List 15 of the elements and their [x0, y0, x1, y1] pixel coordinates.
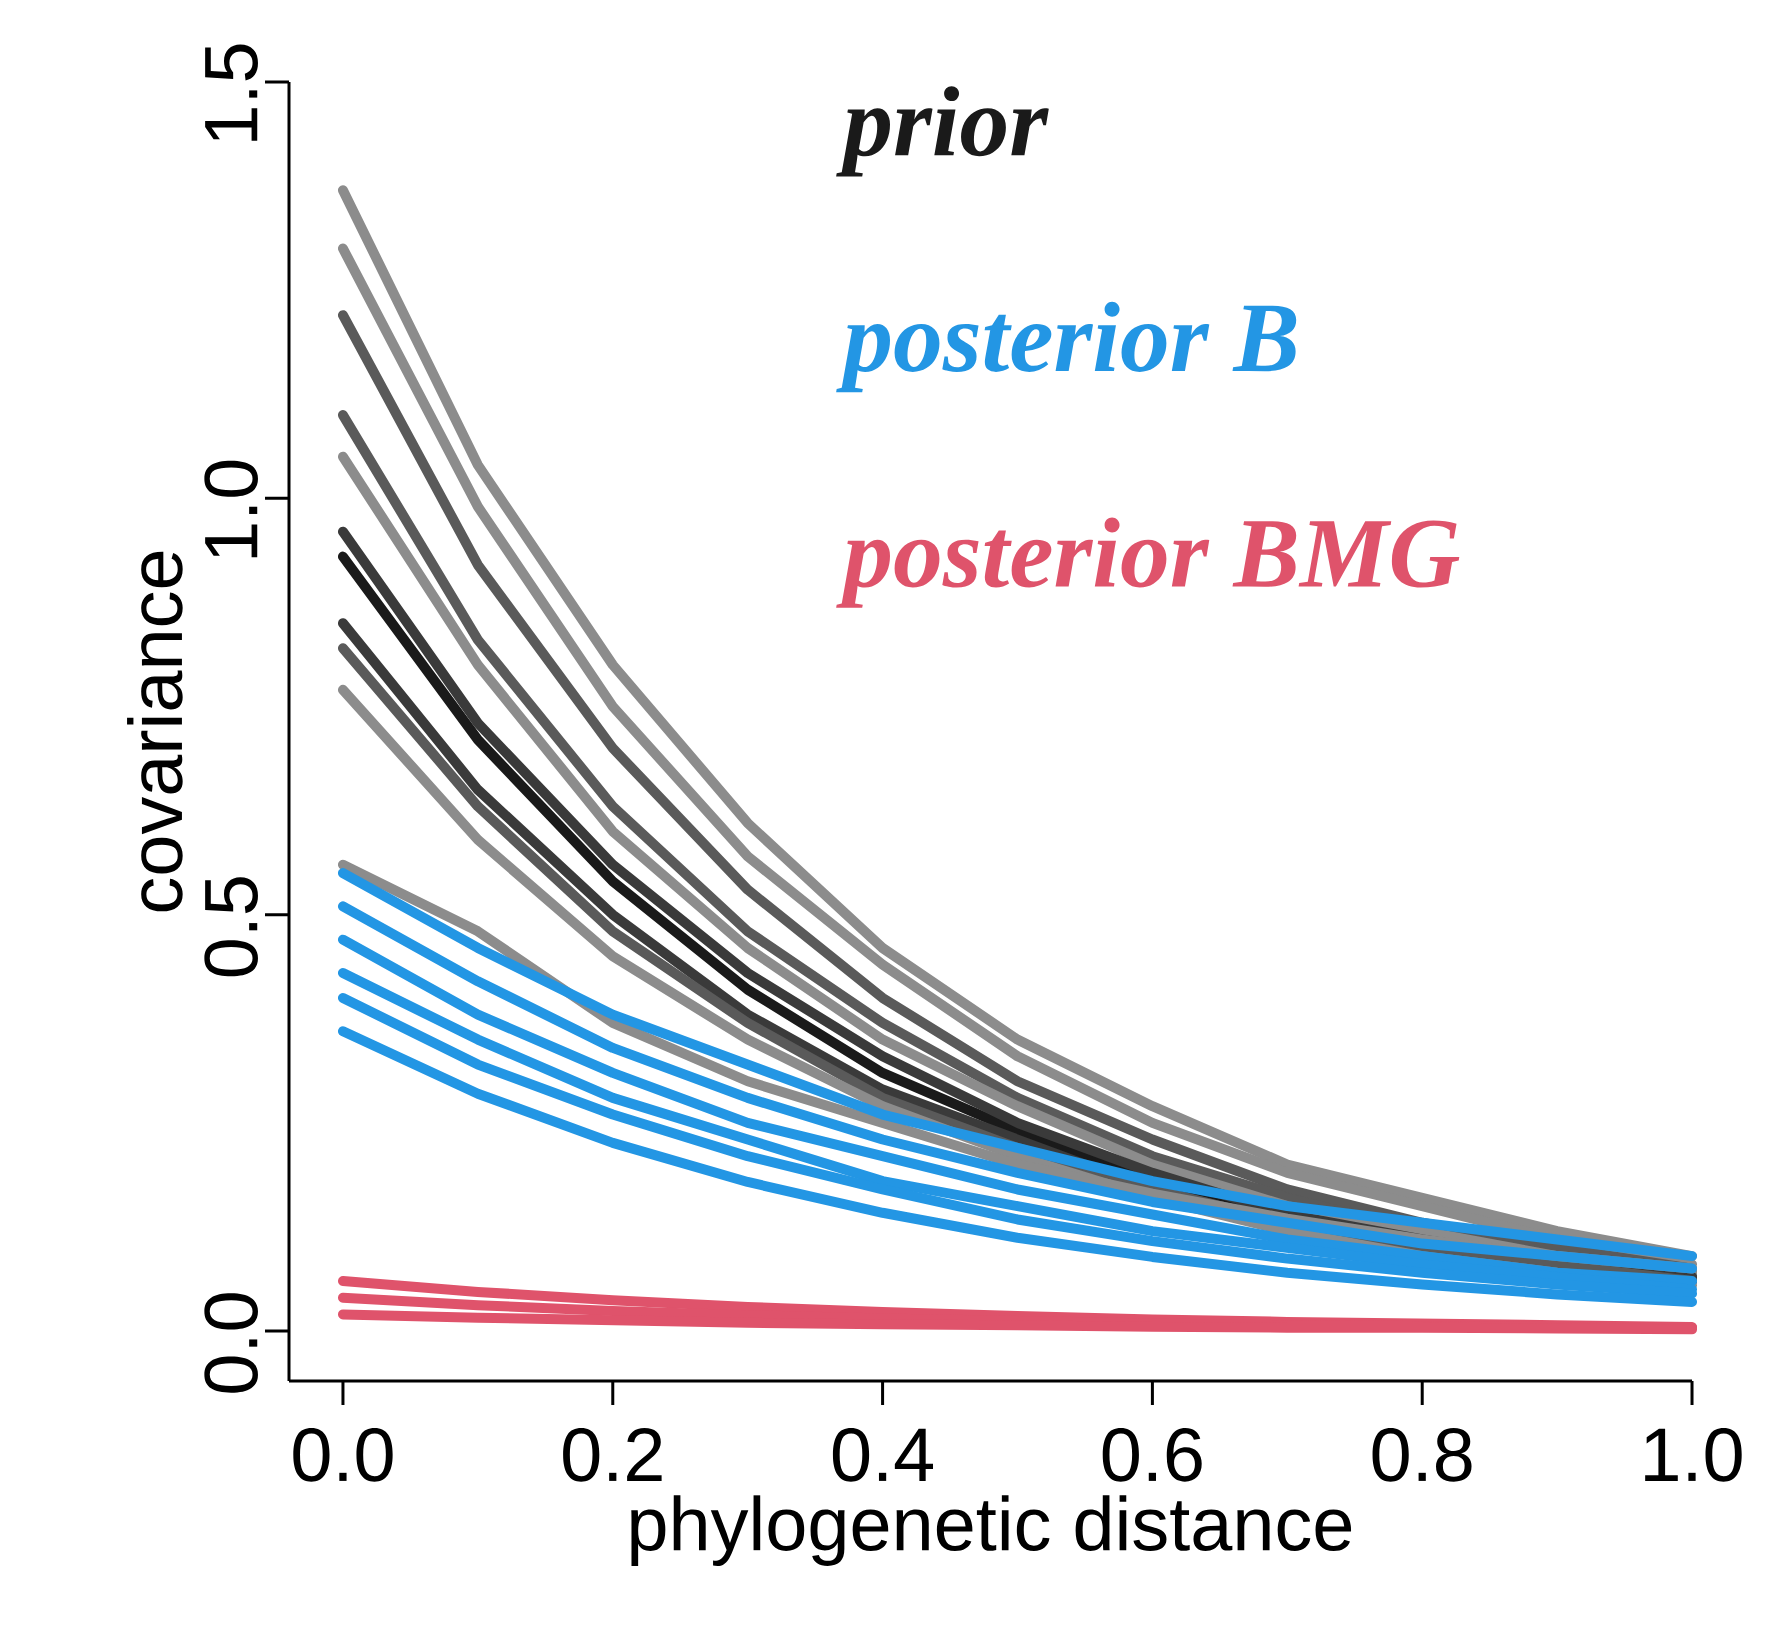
- x-tick-label: 0.8: [1372, 1428, 1472, 1482]
- y-tick-label: 0.0: [204, 1293, 258, 1393]
- x-tick-label: 0.6: [1102, 1428, 1202, 1482]
- y-tick-label: 0.5: [204, 877, 258, 977]
- y-axis-title: covariance: [127, 551, 183, 912]
- x-axis-title: phylogenetic distance: [631, 1495, 1352, 1566]
- x-tick-label: 0.2: [563, 1428, 662, 1482]
- text: posterior BMG: [836, 517, 1460, 608]
- x-tick-label: 0.4: [832, 1428, 934, 1482]
- text: prior: [836, 86, 1049, 177]
- x-tick-label: 0.0: [293, 1428, 393, 1482]
- x-tick-label: 1.0: [1645, 1428, 1742, 1482]
- text: posterior B: [836, 301, 1297, 393]
- y-tick-label: 1.0: [204, 460, 258, 558]
- y-tick-label: 1.5: [205, 44, 258, 141]
